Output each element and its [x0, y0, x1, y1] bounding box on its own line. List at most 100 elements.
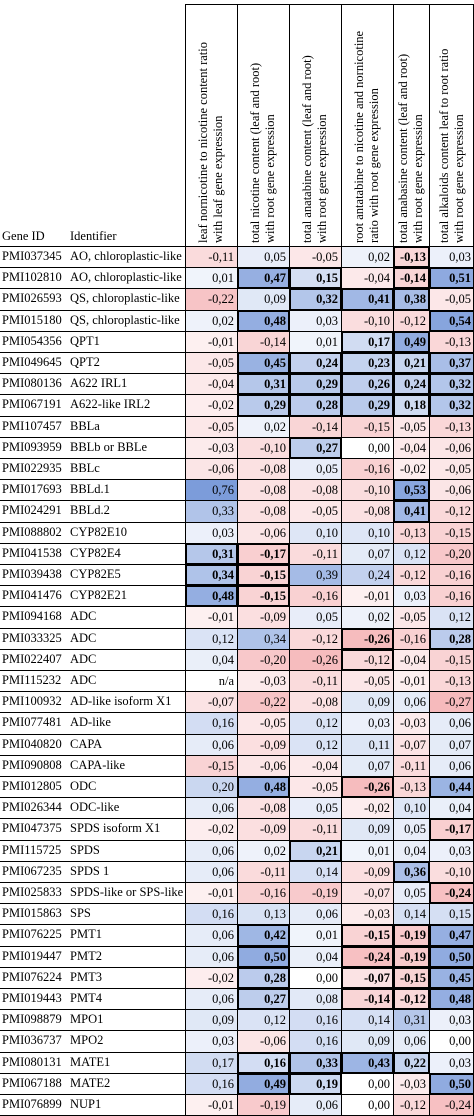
value-cell: 0,04 — [186, 649, 237, 670]
value-cell: 0,47 — [430, 925, 474, 946]
value-cell: -0,05 — [394, 416, 429, 437]
identifier-cell: CAPA-like — [70, 757, 126, 772]
value-cell: -0,10 — [430, 861, 474, 882]
identifier-header: Identifier — [70, 229, 117, 243]
value-cell: -0,01 — [186, 1095, 237, 1116]
value-cell: -0,20 — [430, 543, 474, 564]
gene-id-cell: PMI049645 — [2, 355, 62, 369]
gene-id-cell: PMI107457 — [2, 418, 62, 433]
value-cell: 0,15 — [430, 904, 474, 925]
identifier-cell: SPDS isoform X1 — [70, 821, 161, 836]
value-cell: 0,29 — [238, 395, 289, 416]
value-cell: 0,03 — [430, 247, 474, 268]
value-cell: 0,18 — [394, 395, 429, 416]
identifier-cell: QS, chloroplastic-like — [70, 291, 180, 306]
value-cell: 0,32 — [430, 374, 474, 395]
value-cell: -0,12 — [394, 565, 429, 586]
column-divider — [429, 4, 430, 1116]
value-cell: 0,43 — [342, 1052, 393, 1073]
value-cell: -0,16 — [342, 459, 393, 480]
value-cell: 0,41 — [394, 501, 429, 522]
identifier-cell: SPDS — [70, 842, 100, 857]
value-cell: -0,16 — [430, 565, 474, 586]
value-cell: -0,22 — [186, 289, 237, 310]
gene-id-cell: PMI054356 — [2, 333, 62, 348]
gene-id-cell: PMI094168 — [2, 609, 62, 624]
value-cell: 0,32 — [430, 395, 474, 416]
value-cell: -0,02 — [186, 967, 237, 988]
value-cell: -0,06 — [238, 1031, 289, 1052]
identifier-cell: BBLd.1 — [70, 482, 110, 497]
value-cell: -0,06 — [430, 480, 474, 501]
value-cell: 0,28 — [238, 967, 289, 988]
value-cell: 0,32 — [290, 289, 341, 310]
gene-id-cell: PMI040820 — [2, 736, 62, 751]
identifier-cell: SPS — [70, 906, 91, 921]
column-header-5-line2: with root gene expression — [411, 114, 425, 243]
value-cell: -0,26 — [342, 628, 393, 649]
value-cell: -0,17 — [430, 819, 474, 840]
gene-id-cell: PMI019443 — [2, 991, 62, 1005]
value-cell: -0,07 — [186, 692, 237, 713]
value-cell: -0,13 — [430, 331, 474, 352]
value-cell: -0,13 — [430, 416, 474, 437]
identifier-cell: PMT4 — [70, 991, 102, 1005]
value-cell: 0,16 — [290, 1031, 341, 1052]
value-cell: -0,10 — [342, 480, 393, 501]
value-cell: -0,13 — [394, 522, 429, 543]
identifier-cell: PMT3 — [70, 969, 102, 984]
value-cell: 0,09 — [342, 819, 393, 840]
value-cell: -0,11 — [290, 819, 341, 840]
identifier-cell: ADC — [70, 651, 97, 666]
value-cell: -0,02 — [394, 459, 429, 480]
value-cell: -0,12 — [394, 310, 429, 331]
value-cell: -0,08 — [290, 692, 341, 713]
gene-id-cell: PMI022935 — [2, 461, 62, 475]
value-cell: 0,20 — [186, 777, 237, 798]
gene-id-cell: PMI067235 — [2, 863, 62, 878]
value-cell: 0,09 — [186, 1010, 237, 1031]
value-cell: 0,00 — [368, 1076, 390, 1091]
value-cell: 0,17 — [342, 331, 393, 352]
value-cell: 0,28 — [430, 628, 474, 649]
value-cell: -0,09 — [238, 819, 289, 840]
value-cell: 0,31 — [394, 1010, 429, 1031]
value-cell: 0,14 — [290, 861, 341, 882]
value-cell: -0,12 — [342, 649, 393, 670]
value-cell: -0,01 — [186, 331, 237, 352]
value-cell: -0,07 — [342, 967, 393, 988]
gene-id-cell: PMI033325 — [2, 630, 62, 645]
value-cell: 0,08 — [290, 989, 341, 1010]
column-header-6-line2: with root gene expression — [451, 114, 466, 243]
value-cell: -0,03 — [394, 1073, 429, 1094]
value-cell: 0,03 — [290, 310, 341, 331]
value-cell: 0,41 — [342, 289, 393, 310]
value-cell: -0,16 — [290, 586, 341, 607]
value-cell: -0,05 — [394, 607, 429, 628]
value-cell: -0,14 — [342, 989, 393, 1010]
value-cell: -0,01 — [394, 671, 429, 692]
value-cell: -0,05 — [342, 671, 393, 692]
column-divider — [393, 4, 394, 1116]
value-cell: 0,29 — [342, 395, 393, 416]
value-cell: -0,16 — [430, 586, 474, 607]
value-cell: -0,06 — [430, 437, 474, 458]
identifier-cell: SPDS 1 — [70, 863, 110, 878]
value-cell: -0,05 — [430, 289, 474, 310]
column-header-1-line2: with leaf gene expression — [211, 115, 225, 243]
value-cell: n/a — [218, 674, 234, 688]
column-header-2-line2: with root gene expression — [263, 114, 277, 243]
value-cell: 0,49 — [238, 1073, 289, 1094]
identifier-cell: BBLa — [70, 418, 100, 433]
value-cell: -0,13 — [430, 671, 474, 692]
value-cell: -0,11 — [394, 755, 429, 776]
value-cell: 0,19 — [290, 1073, 341, 1094]
value-cell: 0,09 — [342, 692, 393, 713]
column-header-3-line1: total anatabine content (leaf and root) — [300, 55, 314, 243]
gene-id-cell: PMI015863 — [2, 906, 62, 921]
value-cell: 0,02 — [342, 247, 393, 268]
gene-id-cell: PMI080136 — [2, 376, 62, 391]
value-cell: 0,02 — [342, 607, 393, 628]
identifier-cell: QS, chloroplastic-like — [70, 312, 180, 327]
gene-id-cell: PMI088802 — [2, 524, 62, 539]
